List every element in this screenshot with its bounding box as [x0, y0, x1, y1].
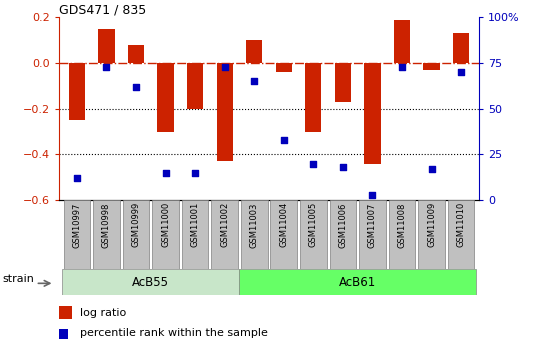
Point	[191, 170, 200, 175]
Text: GSM11004: GSM11004	[279, 202, 288, 247]
FancyBboxPatch shape	[241, 200, 267, 269]
Point	[279, 137, 288, 142]
Point	[427, 166, 436, 172]
Bar	[364, 63, 380, 164]
Text: GSM11000: GSM11000	[161, 202, 170, 247]
FancyBboxPatch shape	[418, 200, 445, 269]
Bar	[335, 63, 351, 102]
Text: GDS471 / 835: GDS471 / 835	[59, 3, 146, 16]
Bar	[187, 63, 203, 109]
Point	[457, 69, 465, 75]
FancyBboxPatch shape	[330, 200, 356, 269]
Point	[161, 170, 170, 175]
FancyBboxPatch shape	[182, 200, 208, 269]
Point	[102, 64, 111, 69]
Bar	[275, 63, 292, 72]
FancyBboxPatch shape	[300, 200, 327, 269]
Bar	[239, 269, 476, 295]
Point	[309, 161, 317, 166]
Text: GSM11003: GSM11003	[250, 202, 259, 248]
FancyBboxPatch shape	[93, 200, 120, 269]
Point	[398, 64, 406, 69]
Point	[338, 165, 347, 170]
FancyBboxPatch shape	[271, 200, 297, 269]
Text: GSM11002: GSM11002	[220, 202, 229, 247]
Text: GSM10999: GSM10999	[131, 202, 140, 247]
Text: GSM11010: GSM11010	[457, 202, 465, 247]
Point	[368, 192, 377, 197]
Text: percentile rank within the sample: percentile rank within the sample	[80, 328, 268, 338]
Bar	[69, 63, 85, 120]
Text: GSM11005: GSM11005	[309, 202, 318, 247]
Bar	[98, 29, 115, 63]
Text: log ratio: log ratio	[80, 308, 126, 318]
FancyBboxPatch shape	[63, 200, 90, 269]
Text: GSM11006: GSM11006	[338, 202, 348, 248]
Text: GSM10998: GSM10998	[102, 202, 111, 248]
FancyBboxPatch shape	[448, 200, 475, 269]
Text: AcB55: AcB55	[132, 276, 169, 288]
FancyBboxPatch shape	[359, 200, 386, 269]
Bar	[59, 306, 72, 319]
Bar	[394, 20, 410, 63]
Point	[250, 78, 259, 84]
Bar	[246, 40, 263, 63]
Text: GSM11009: GSM11009	[427, 202, 436, 247]
Text: GSM11007: GSM11007	[368, 202, 377, 248]
Text: GSM11001: GSM11001	[190, 202, 200, 247]
Bar	[423, 63, 440, 70]
Point	[221, 64, 229, 69]
Bar	[453, 33, 469, 63]
Bar	[59, 329, 68, 338]
Text: strain: strain	[3, 274, 34, 284]
Text: GSM11008: GSM11008	[398, 202, 407, 248]
Bar	[158, 63, 174, 131]
FancyBboxPatch shape	[123, 200, 150, 269]
FancyBboxPatch shape	[388, 200, 415, 269]
Text: AcB61: AcB61	[339, 276, 376, 288]
Bar	[128, 45, 144, 63]
FancyBboxPatch shape	[152, 200, 179, 269]
Point	[73, 175, 81, 181]
Bar	[62, 269, 239, 295]
Bar	[216, 63, 233, 161]
Point	[132, 84, 140, 89]
Text: GSM10997: GSM10997	[73, 202, 81, 248]
FancyBboxPatch shape	[211, 200, 238, 269]
Bar	[305, 63, 321, 131]
